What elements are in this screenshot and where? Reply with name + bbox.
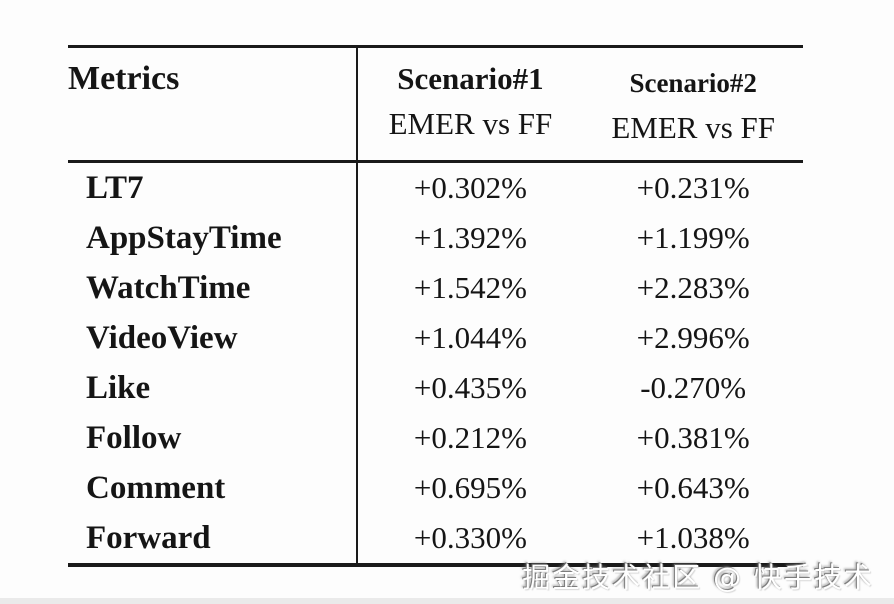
metric-name: Forward — [86, 519, 211, 556]
scenario2-value: +0.381% — [636, 420, 750, 455]
scenario2-value: +2.283% — [636, 270, 750, 305]
scenario1-value: +0.695% — [355, 463, 584, 513]
scenario1-sublabel: EMER vs FF — [388, 106, 553, 141]
column-header-scenario1: Scenario#1 EMER vs FF — [355, 46, 584, 163]
scenario1-value: +0.435% — [355, 363, 584, 413]
scenario2-value: +0.231% — [636, 170, 750, 205]
scenario2-value: +0.643% — [636, 470, 750, 505]
table-row: Forward +0.330% +1.038% — [68, 513, 803, 565]
metric-name: Comment — [86, 469, 226, 506]
scenario1-value: +1.542% — [355, 263, 584, 313]
watermark-text: 掘金技术社区 @ 快手技术 — [522, 561, 874, 594]
metrics-comparison-table: Metrics Scenario#1 EMER vs FF Scenario#2… — [68, 45, 803, 567]
scenario2-label: Scenario#2 — [629, 68, 757, 98]
metric-name: Follow — [86, 419, 182, 456]
scenario1-label: Scenario#1 — [397, 61, 544, 96]
scenario2-value: +1.199% — [636, 220, 750, 255]
bottom-edge-strip — [0, 598, 894, 604]
metrics-header-label: Metrics — [68, 60, 180, 97]
header-row: Metrics Scenario#1 EMER vs FF Scenario#2… — [68, 46, 803, 163]
table-row: Like +0.435% -0.270% — [68, 363, 803, 413]
scenario1-value: +1.044% — [355, 313, 584, 363]
metric-name: LT7 — [86, 169, 144, 206]
scenario1-value: +0.330% — [355, 513, 584, 565]
metric-name: AppStayTime — [86, 219, 282, 256]
table-row: AppStayTime +1.392% +1.199% — [68, 213, 803, 263]
column-header-scenario2: Scenario#2 EMER vs FF — [583, 46, 803, 163]
metric-name: Like — [86, 369, 151, 406]
table-row: LT7 +0.302% +0.231% — [68, 161, 803, 213]
table-row: Follow +0.212% +0.381% — [68, 413, 803, 463]
metric-name: WatchTime — [86, 269, 251, 306]
scenario2-value: +1.038% — [636, 520, 750, 555]
scenario1-value: +1.392% — [355, 213, 584, 263]
table-header: Metrics Scenario#1 EMER vs FF Scenario#2… — [68, 46, 803, 163]
table-row: Comment +0.695% +0.643% — [68, 463, 803, 513]
column-header-metrics: Metrics — [68, 46, 357, 163]
table-row: VideoView +1.044% +2.996% — [68, 313, 803, 363]
table-body: LT7 +0.302% +0.231% AppStayTime +1.392% … — [68, 161, 803, 565]
scenario2-value: +2.996% — [636, 320, 750, 355]
scenario1-value: +0.212% — [355, 413, 584, 463]
scenario2-value: -0.270% — [640, 370, 747, 405]
table-row: WatchTime +1.542% +2.283% — [68, 263, 803, 313]
metric-name: VideoView — [86, 319, 238, 356]
scenario2-sublabel: EMER vs FF — [611, 110, 776, 145]
scenario1-value: +0.302% — [355, 161, 584, 213]
